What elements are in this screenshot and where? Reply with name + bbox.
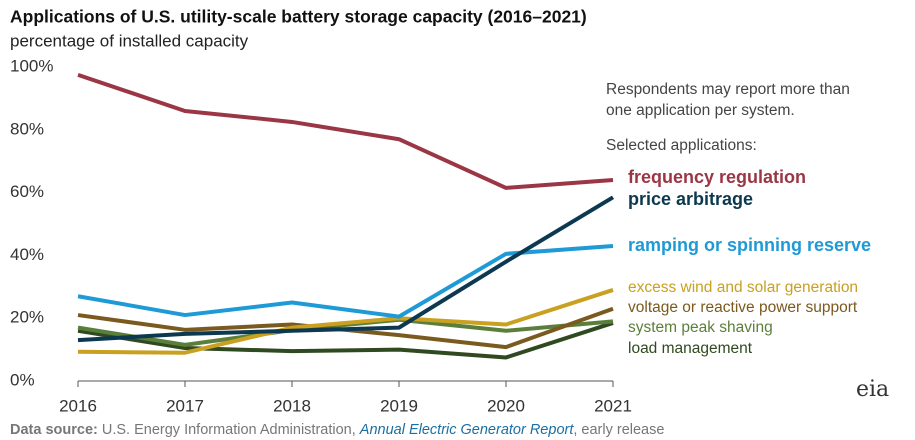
x-tick-label: 2018: [273, 396, 311, 415]
series-line: [77, 195, 615, 343]
x-tick-label: 2019: [380, 396, 418, 415]
series-line: [77, 243, 614, 319]
source-label: Data source:: [10, 422, 98, 438]
legend-label: frequency regulation: [628, 167, 806, 187]
x-tick-label: 2017: [166, 396, 204, 415]
y-tick-label: 80%: [10, 119, 44, 138]
x-tick-label: 2021: [594, 396, 632, 415]
annotation: Respondents may report more than: [606, 81, 850, 98]
source: Data source: U.S. Energy Information Adm…: [10, 422, 664, 438]
source-report[interactable]: Annual Electric Generator Report: [359, 422, 575, 438]
x-tick-label: 2020: [487, 396, 525, 415]
y-tick-label: 20%: [10, 308, 44, 327]
logo: eia: [856, 377, 889, 402]
series-line: [77, 288, 614, 355]
source-suffix: , early release: [573, 422, 664, 438]
y-tick-label: 60%: [10, 182, 44, 201]
series-line: [77, 321, 614, 360]
legend-label: price arbitrage: [628, 189, 753, 209]
legend-label: system peak shaving: [628, 319, 773, 336]
series-line: [77, 317, 614, 347]
chart-subtitle: percentage of installed capacity: [10, 31, 249, 50]
series-line: [77, 72, 614, 190]
y-tick-label: 40%: [10, 245, 44, 264]
chart-title: Applications of U.S. utility-scale batte…: [10, 7, 587, 27]
annotation: Selected applications:: [606, 137, 757, 154]
legend-label: voltage or reactive power support: [628, 299, 858, 316]
annotation: one application per system.: [606, 102, 795, 119]
x-tick-label: 2016: [59, 396, 97, 415]
legend-label: load management: [628, 340, 753, 357]
source-text: U.S. Energy Information Administration,: [102, 422, 356, 438]
legend-label: ramping or spinning reserve: [628, 235, 871, 255]
y-tick-label: 100%: [10, 56, 53, 75]
legend-label: excess wind and solar generation: [628, 279, 858, 296]
y-tick-label: 0%: [10, 370, 35, 389]
